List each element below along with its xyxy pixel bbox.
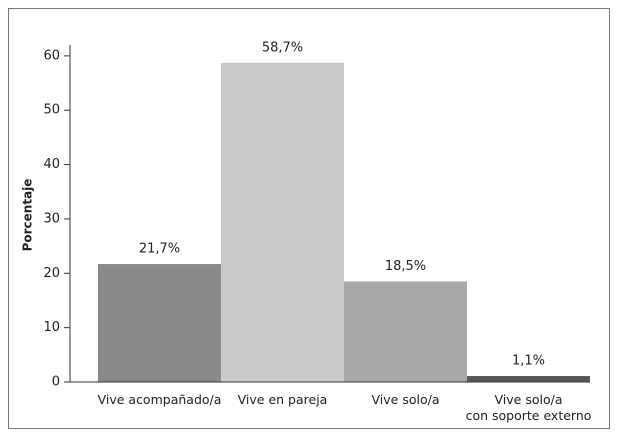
bar (221, 62, 344, 382)
y-tick-label: 30 (43, 211, 60, 226)
x-tick-label: Vive en pareja (237, 392, 328, 407)
y-tick-label: 40 (43, 157, 60, 172)
frame (8, 8, 610, 429)
y-tick-label: 0 (52, 375, 60, 390)
y-tick-label: 60 (43, 48, 60, 63)
x-tick-label: Vive solo/a con soporte externo (465, 392, 592, 423)
bar (344, 281, 467, 382)
bar (467, 376, 590, 382)
x-tick-label: Vive solo/a (371, 392, 440, 407)
value-label: 1,1% (512, 354, 545, 369)
value-label: 18,5% (385, 259, 426, 274)
y-tick-label: 50 (43, 103, 60, 118)
y-tick-label: 10 (43, 320, 60, 335)
y-axis-label: Porcentaje (21, 179, 35, 252)
y-tick-label: 20 (43, 266, 60, 281)
value-label: 58,7% (262, 40, 303, 55)
bar (98, 264, 221, 382)
value-label: 21,7% (139, 242, 180, 257)
x-tick-label: Vive acompañado/a (97, 392, 222, 407)
